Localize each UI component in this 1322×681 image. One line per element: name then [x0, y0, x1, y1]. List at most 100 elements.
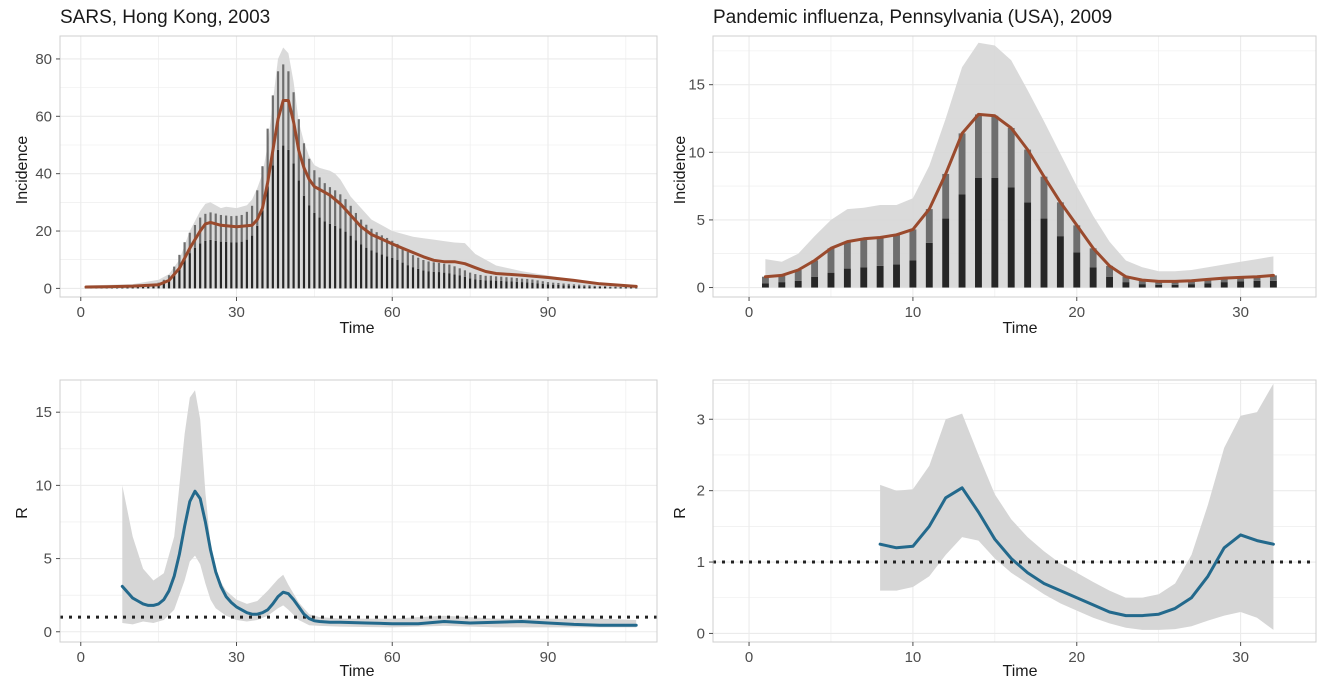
sars-incidence-bar-low [219, 241, 223, 289]
sars-incidence-bar-high [339, 194, 342, 229]
sars-incidence-bar-low [214, 240, 217, 289]
flu-incidence-bar-low [942, 218, 950, 288]
flu-incidence-bar-low [1237, 281, 1245, 288]
sars-incidence-bar-high [448, 264, 451, 274]
sars-incidence-bar-high [313, 170, 316, 213]
sars-incidence-bar-low [401, 262, 404, 289]
sars-incidence-bar-high [469, 272, 472, 279]
sars-incidence-bar-low [552, 284, 555, 289]
sars-incidence-bar-high [173, 266, 176, 275]
flu-incidence-bar-high [811, 260, 819, 277]
sars-incidence-bar-low [505, 281, 508, 289]
flu-incidence-bar-high [909, 229, 917, 261]
sars-incidence-bar-low [199, 243, 202, 289]
flu-r-y-tick-label: 2 [697, 483, 705, 500]
flu-incidence-bar-low [1024, 202, 1032, 288]
sars-incidence-panel-border [59, 35, 658, 298]
sars-incidence-bar-low [510, 281, 513, 289]
sars-incidence-bar-low [572, 285, 576, 289]
flu-r-x-tick-label: 10 [905, 649, 922, 666]
sars-incidence-bar-low [339, 228, 342, 289]
flu-incidence-bar-high [1024, 149, 1032, 203]
flu-incidence-bar-low [1138, 284, 1146, 288]
sars-incidence-bar-high [230, 216, 233, 243]
flu-incidence-bar-low [778, 282, 786, 288]
flu-incidence-bar-low [1089, 267, 1097, 288]
flu-incidence-xlabel: Time [1003, 320, 1038, 337]
flu-incidence-bar-high [1269, 275, 1277, 281]
sars-incidence-bar-high [619, 286, 622, 288]
sars-incidence-y-tick-label: 0 [44, 280, 52, 297]
sars-incidence-bar-high [427, 261, 430, 272]
sars-incidence-bar-low [235, 242, 238, 289]
flu-incidence-bar-high [942, 173, 950, 219]
sars-incidence-bar-high [510, 277, 513, 282]
flu-incidence-bar-low [811, 276, 819, 288]
sars-incidence-bar-low [417, 268, 420, 289]
sars-incidence-bar-low [448, 273, 451, 289]
sars-incidence-bar-low [406, 265, 409, 289]
sars-incidence-bar-high [276, 71, 280, 150]
flu-incidence-bar-high [991, 115, 999, 178]
flu-incidence-bar-low [761, 283, 769, 288]
sars-r-x-tick-label: 90 [540, 649, 557, 666]
flu-incidence-bar-high [860, 238, 868, 268]
flu-incidence-bar-high [958, 133, 966, 195]
sars-incidence-bar-low [458, 275, 461, 289]
sars-incidence-bar-low [624, 287, 627, 289]
sars-incidence-bar-low [593, 286, 596, 289]
flu-incidence-panel: Pandemic influenza, Pennsylvania (USA), … [672, 7, 1317, 337]
sars-incidence-bar-low [583, 286, 586, 289]
flu-incidence-bar-low [1007, 187, 1015, 288]
sars-incidence-bar-low [323, 221, 326, 289]
sars-incidence-bar-high [546, 282, 550, 285]
flu-incidence-bar-high [1237, 277, 1245, 282]
sars-r-ci-band [122, 390, 637, 628]
sars-incidence-bar-low [266, 186, 269, 289]
flu-r-y-tick-label: 0 [697, 625, 705, 642]
sars-incidence-bar-high [557, 282, 560, 285]
sars-incidence-bar-high [432, 262, 435, 272]
sars-incidence-bar-low [209, 239, 212, 289]
sars-incidence-bar-low [152, 285, 155, 289]
sars-incidence-bar-low [567, 285, 570, 289]
flu-incidence-bar-low [1171, 284, 1179, 288]
sars-incidence-bar-high [443, 263, 446, 273]
sars-incidence-bar-low [256, 225, 259, 289]
sars-incidence-bar-low [261, 210, 264, 289]
flu-incidence-title: Pandemic influenza, Pennsylvania (USA), … [713, 7, 1112, 28]
flu-incidence-bar-high [1171, 281, 1179, 285]
sars-incidence-bar-low [204, 240, 207, 289]
flu-incidence-x-tick-label: 30 [1232, 304, 1249, 321]
flu-r-ylabel: R [672, 507, 689, 519]
sars-incidence-bar-high [552, 282, 555, 285]
flu-incidence-bar-low [893, 264, 900, 288]
sars-incidence-bar-high [204, 213, 207, 241]
sars-incidence-bar-low [541, 283, 544, 289]
flu-incidence-bar-low [1188, 284, 1195, 288]
sars-incidence-bar-high [572, 284, 576, 286]
flu-r-x-tick-label: 0 [745, 649, 753, 666]
sars-incidence-bar-low [344, 231, 347, 289]
flu-r-panel-border [712, 379, 1317, 643]
sars-r-ylabel: R [14, 507, 31, 519]
sars-incidence-bar-low [411, 267, 415, 289]
sars-incidence-bar-high [541, 281, 544, 284]
sars-r-plot: 0 30 60 90 0 5 10 15 [35, 379, 658, 666]
sars-incidence-bar-low [292, 163, 295, 289]
flu-incidence-bar-low [1073, 252, 1081, 288]
sars-incidence-bar-high [365, 224, 368, 248]
sars-incidence-bar-low [276, 149, 280, 289]
sars-incidence-bar-high [318, 177, 321, 218]
sars-incidence-bar-low [484, 280, 487, 289]
sars-incidence-bar-high [588, 285, 591, 287]
sars-incidence-bar-low [391, 257, 394, 289]
flu-incidence-bar-low [925, 242, 933, 288]
sars-incidence-bar-low [515, 281, 518, 289]
flu-incidence-bar-low [827, 272, 835, 288]
flu-incidence-bar-high [975, 114, 982, 178]
sars-incidence-y-tick-label: 80 [35, 51, 52, 68]
flu-incidence-bar-high [1106, 265, 1113, 277]
sars-incidence-bar-high [225, 215, 228, 242]
